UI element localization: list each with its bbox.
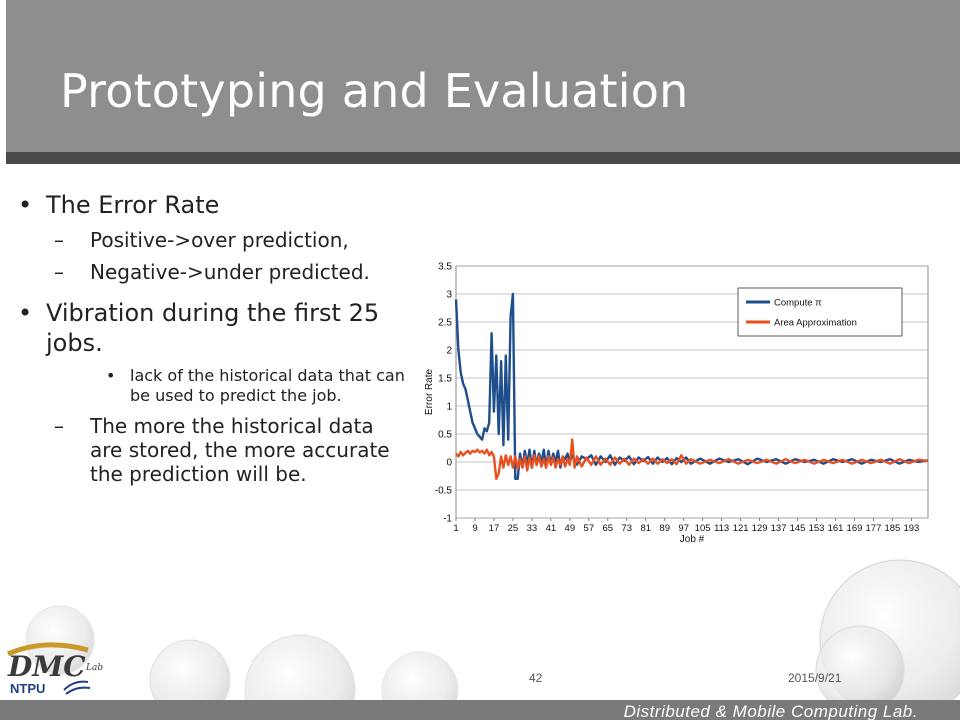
bullet-text: The Error Rate <box>46 191 220 219</box>
x-tick-label: 177 <box>866 523 882 534</box>
x-tick-label: 33 <box>527 523 538 534</box>
legend-label: Compute π <box>774 298 822 309</box>
x-tick-label: 73 <box>621 523 632 534</box>
sub-bullet-text: Positive->over prediction, <box>90 228 349 252</box>
y-tick-label: 0 <box>446 458 452 469</box>
sub-bullet-text: The more the historical data are stored,… <box>90 414 390 486</box>
y-tick-label: 1.5 <box>438 374 452 385</box>
bullet-dot-icon: • <box>18 299 33 327</box>
x-tick-label: 145 <box>790 523 806 534</box>
y-tick-label: -1 <box>443 514 452 525</box>
page-number: 42 <box>529 671 543 685</box>
x-tick-label: 89 <box>659 523 670 534</box>
dash-icon: – <box>54 228 64 252</box>
legend-box <box>737 287 903 337</box>
logo-lab: Lab <box>85 663 103 673</box>
dash-icon: – <box>54 414 64 438</box>
small-bullet-icon: • <box>106 366 116 385</box>
y-axis-label: Error Rate <box>424 369 435 416</box>
x-tick-label: 193 <box>903 523 919 534</box>
sub-bullet-positive: – Positive->over prediction, <box>18 228 408 252</box>
y-tick-label: -0.5 <box>435 486 453 497</box>
title-header-band <box>6 0 960 152</box>
sub-sub-bullet-historical: • lack of the historical data that can b… <box>18 366 408 406</box>
sub-sub-bullet-text: lack of the historical data that can be … <box>130 366 405 405</box>
x-tick-label: 41 <box>546 523 557 534</box>
x-tick-label: 57 <box>584 523 595 534</box>
x-axis-label: Job # <box>680 534 705 545</box>
x-tick-label: 153 <box>809 523 825 534</box>
sub-bullet-negative: – Negative->under predicted. <box>18 260 408 284</box>
x-tick-label: 9 <box>472 523 477 534</box>
x-tick-label: 65 <box>603 523 614 534</box>
footer-band <box>0 700 960 720</box>
x-tick-label: 161 <box>828 523 844 534</box>
y-tick-label: 3.5 <box>438 262 452 273</box>
series-line-2 <box>455 438 929 480</box>
bullet-text: Vibration during the first 25 jobs. <box>46 299 380 357</box>
y-tick-label: 2 <box>446 346 452 357</box>
x-tick-label: 113 <box>714 523 729 534</box>
x-tick-label: 25 <box>508 523 519 534</box>
y-tick-label: 0.5 <box>438 430 452 441</box>
y-tick-label: 1 <box>446 402 452 413</box>
error-rate-chart: 3.532.521.510.50-0.5-11 9 17 25 33 41 49 57 65 73… <box>424 262 929 545</box>
x-tick-label: 169 <box>847 523 863 534</box>
y-tick-label: 3 <box>446 290 452 301</box>
dash-icon: – <box>54 260 64 284</box>
slide-title: Prototyping and Evaluation <box>60 64 689 118</box>
x-tick-label: 121 <box>733 523 749 534</box>
x-tick-label: 1 <box>453 523 458 534</box>
legend-label: Area Approximation <box>774 318 857 329</box>
bullet-error-rate: • The Error Rate <box>18 190 408 220</box>
x-tick-label: 137 <box>771 523 787 534</box>
logo-ntpu: NTPU <box>10 681 45 696</box>
sub-bullet-text: Negative->under predicted. <box>90 260 370 284</box>
dmc-lab-logo: DMC Lab NTPU <box>6 642 103 696</box>
x-tick-label: 49 <box>565 523 576 534</box>
x-tick-label: 129 <box>752 523 768 534</box>
slide-body: • The Error Rate – Positive->over predic… <box>18 190 408 486</box>
sub-bullet-more-data: – The more the historical data are store… <box>18 414 408 486</box>
x-tick-label: 185 <box>884 523 900 534</box>
y-tick-label: 2.5 <box>438 318 452 329</box>
title-header-rule <box>6 152 960 164</box>
footer-lab-name: Distributed & Mobile Computing Lab. <box>623 702 918 721</box>
x-tick-label: 105 <box>695 523 711 534</box>
slide-date: 2015/9/21 <box>788 671 842 685</box>
x-tick-label: 81 <box>640 523 651 534</box>
x-tick-label: 17 <box>489 523 500 534</box>
x-tick-label: 97 <box>678 523 689 534</box>
bullet-dot-icon: • <box>18 191 33 219</box>
logo-mark: DMC <box>7 650 86 683</box>
bullet-vibration: • Vibration during the first 25 jobs. <box>18 298 408 358</box>
